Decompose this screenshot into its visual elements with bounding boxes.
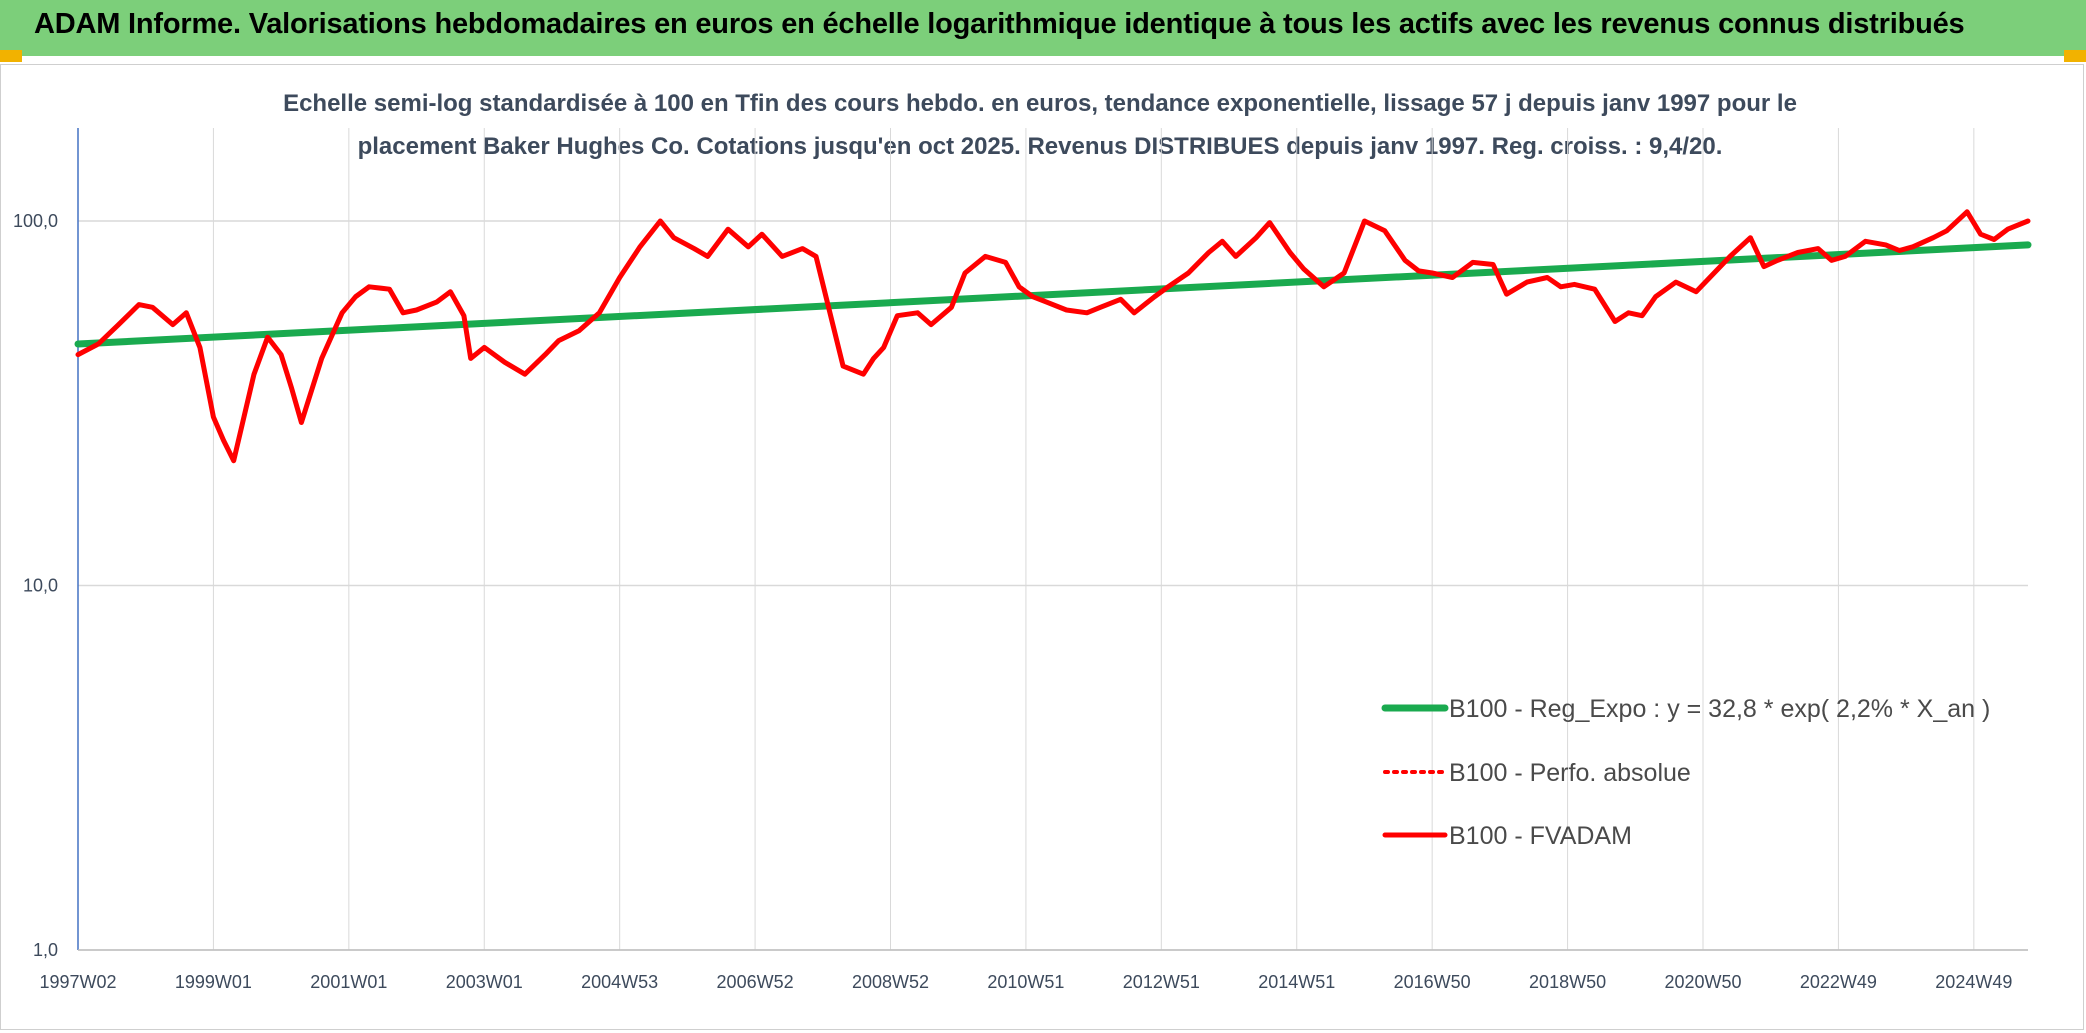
- y-tick-label: 10,0: [23, 576, 58, 596]
- banner: ADAM Informe. Valorisations hebdomadaire…: [0, 0, 2086, 56]
- chart-title-line2: placement Baker Hughes Co. Cotations jus…: [357, 133, 1723, 160]
- series-line-2: [75, 209, 2031, 464]
- legend-label-2: B100 - FVADAM: [1449, 822, 1632, 850]
- x-tick-label: 2006W52: [717, 972, 794, 992]
- x-tick-label: 2014W51: [1258, 972, 1335, 992]
- x-tick-label: 2016W50: [1394, 972, 1471, 992]
- x-tick-label: 2018W50: [1529, 972, 1606, 992]
- banner-title: ADAM Informe. Valorisations hebdomadaire…: [34, 8, 1965, 40]
- x-tick-label: 2003W01: [446, 972, 523, 992]
- legend-label-0: B100 - Reg_Expo : y = 32,8 * exp( 2,2% *…: [1449, 695, 1990, 723]
- x-tick-label: 2022W49: [1800, 972, 1877, 992]
- x-tick-label: 2024W49: [1935, 972, 2012, 992]
- y-tick-label: 1,0: [33, 940, 58, 960]
- x-tick-label: 1997W02: [39, 972, 116, 992]
- series-line-0: [74, 241, 2032, 348]
- x-tick-label: 2001W01: [310, 972, 387, 992]
- chart-frame: [0, 64, 2084, 1030]
- x-tick-label: 2008W52: [852, 972, 929, 992]
- x-tick-label: 2020W50: [1664, 972, 1741, 992]
- x-tick-label: 1999W01: [175, 972, 252, 992]
- corner-marker-left: [0, 50, 22, 62]
- corner-marker-right: [2064, 50, 2086, 62]
- x-tick-label: 2012W51: [1123, 972, 1200, 992]
- legend-label-1: B100 - Perfo. absolue: [1449, 759, 1691, 787]
- chart-title-line1: Echelle semi-log standardisée à 100 en T…: [283, 90, 1797, 117]
- x-tick-label: 2004W53: [581, 972, 658, 992]
- y-tick-label: 100,0: [13, 211, 58, 231]
- x-tick-label: 2010W51: [987, 972, 1064, 992]
